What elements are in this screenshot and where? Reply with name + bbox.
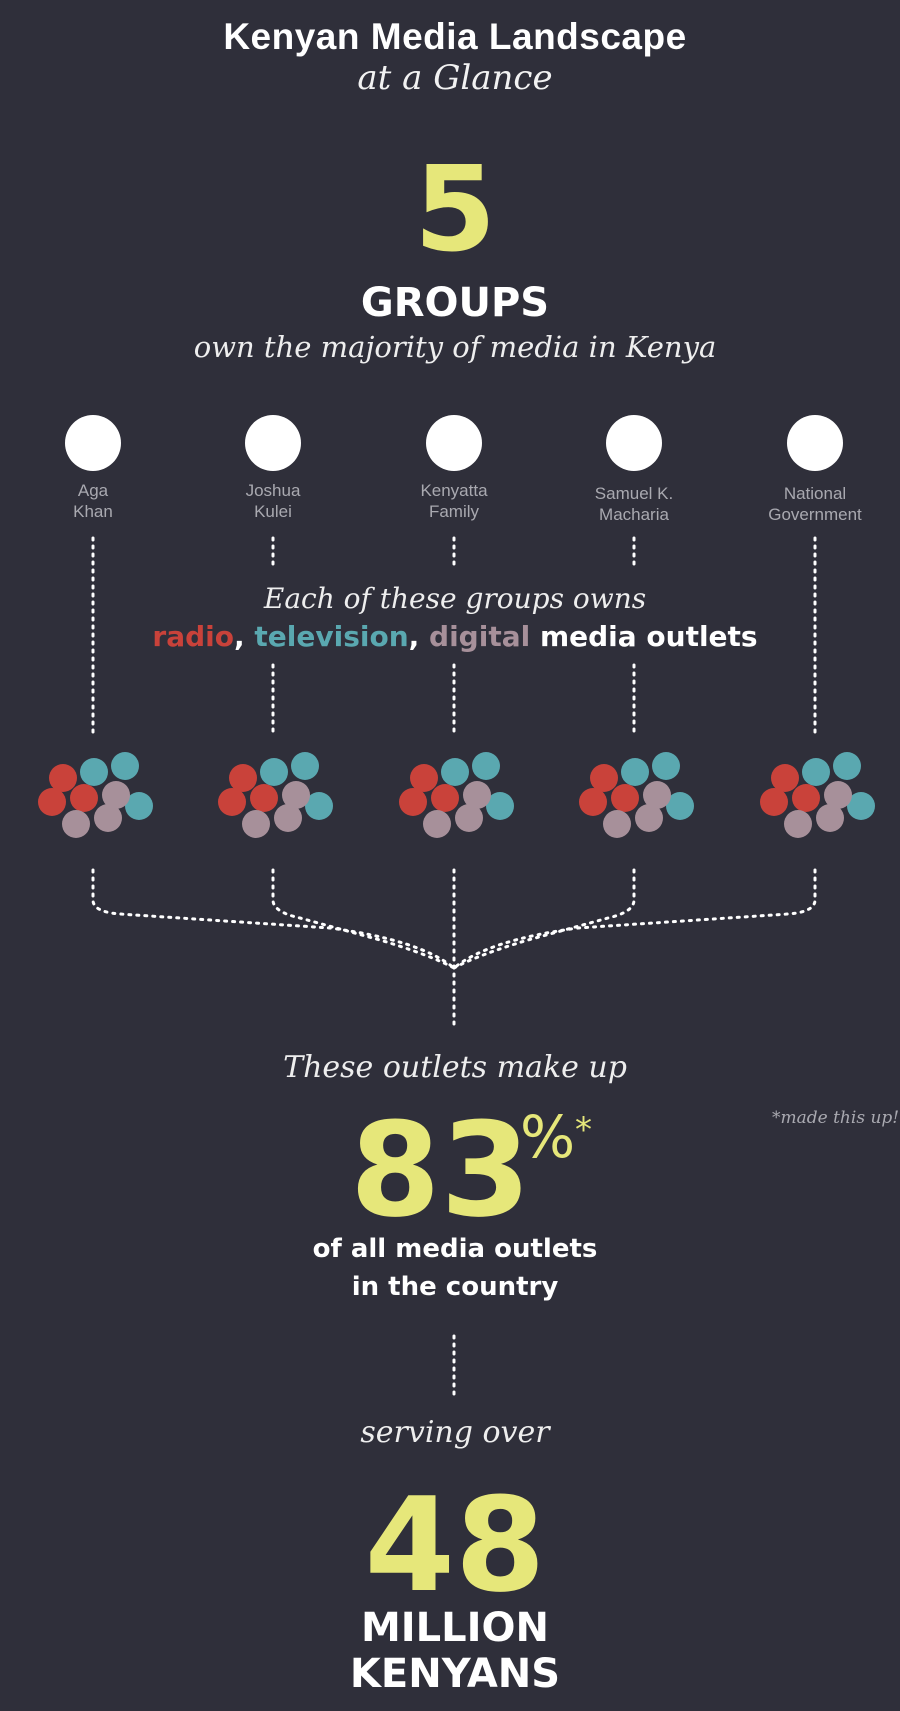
owner-name-line2: Khan <box>73 502 113 521</box>
radio-outlet-dot <box>229 764 257 792</box>
connector-line <box>91 868 456 970</box>
digital-outlet-dot <box>643 781 671 809</box>
owner-avatar <box>65 415 121 471</box>
outlets-suffix: media outlets <box>530 620 758 653</box>
radio-outlet-dot <box>611 784 639 812</box>
share-number: 83 <box>350 1094 531 1246</box>
owner-name-line1: Aga <box>77 481 109 500</box>
owner-name-line1: Samuel K. <box>594 484 674 503</box>
groups-count: 5 <box>413 140 497 278</box>
radio-outlet-dot <box>410 764 438 792</box>
share-asterisk: * <box>575 1110 592 1150</box>
television-outlet-dot <box>486 792 514 820</box>
television-outlet-dot <box>472 752 500 780</box>
connector-line <box>452 868 636 970</box>
digital-outlet-dot <box>784 810 812 838</box>
owner-name-line1: Joshua <box>245 481 301 500</box>
television-outlet-dot <box>652 752 680 780</box>
television-outlet-dot <box>802 758 830 786</box>
digital-outlet-dot <box>94 804 122 832</box>
owner-name-line2: Kulei <box>254 502 292 521</box>
connector-line <box>271 868 456 970</box>
radio-outlet-dot <box>760 788 788 816</box>
page-title: Kenyan Media Landscape <box>223 16 687 57</box>
owner-name-line2: Family <box>428 502 480 521</box>
digital-outlet-dot <box>282 781 310 809</box>
share-percent-sign: % <box>520 1103 576 1171</box>
share-intro: These outlets make up <box>283 1050 627 1085</box>
television-outlet-dot <box>833 752 861 780</box>
television-label: television <box>254 620 409 653</box>
share-description: of all media outlets in the country <box>0 1230 900 1306</box>
television-outlet-dot <box>847 792 875 820</box>
owner-name: Samuel K. Macharia <box>554 483 714 525</box>
digital-label: digital <box>429 620 531 653</box>
television-outlet-dot <box>305 792 333 820</box>
owner-avatar <box>245 415 301 471</box>
radio-outlet-dot <box>431 784 459 812</box>
audience-number: 48 <box>364 1469 546 1621</box>
owner-name: Joshua Kulei <box>193 480 353 522</box>
audience-label-line2: KENYANS <box>349 1651 561 1697</box>
radio-outlet-dot <box>399 788 427 816</box>
radio-outlet-dot <box>70 784 98 812</box>
television-outlet-dot <box>80 758 108 786</box>
separator: , <box>234 620 255 653</box>
footnote: *made this up! <box>772 1108 900 1128</box>
television-outlet-dot <box>125 792 153 820</box>
radio-outlet-dot <box>250 784 278 812</box>
digital-outlet-dot <box>62 810 90 838</box>
television-outlet-dot <box>441 758 469 786</box>
owner-avatar <box>426 415 482 471</box>
digital-outlet-dot <box>102 781 130 809</box>
owner-avatar <box>606 415 662 471</box>
television-outlet-dot <box>291 752 319 780</box>
groups-label: GROUPS <box>360 280 550 326</box>
separator: , <box>408 620 430 653</box>
owner-name-line2: Macharia <box>599 505 669 524</box>
radio-outlet-dot <box>579 788 607 816</box>
digital-outlet-dot <box>455 804 483 832</box>
radio-outlet-dot <box>590 764 618 792</box>
television-outlet-dot <box>260 758 288 786</box>
radio-outlet-dot <box>38 788 66 816</box>
share-description-line2: in the country <box>351 1272 559 1302</box>
audience-intro: serving over <box>360 1415 550 1450</box>
outlets-note-line2: radio, television, digital media outlets <box>0 620 900 653</box>
owner-name-line1: National <box>783 484 847 503</box>
connector-line <box>452 868 817 970</box>
outlets-note-line1: Each of these groups owns <box>263 582 647 615</box>
digital-outlet-dot <box>242 810 270 838</box>
owner-name: National Government <box>735 483 895 525</box>
digital-outlet-dot <box>635 804 663 832</box>
digital-outlet-dot <box>463 781 491 809</box>
audience-label-line1: MILLION <box>360 1605 550 1651</box>
owner-name: Kenyatta Family <box>374 480 534 522</box>
radio-outlet-dot <box>792 784 820 812</box>
television-outlet-dot <box>666 792 694 820</box>
digital-outlet-dot <box>603 810 631 838</box>
owner-name-line2: Government <box>768 505 862 524</box>
radio-outlet-dot <box>218 788 246 816</box>
television-outlet-dot <box>111 752 139 780</box>
television-outlet-dot <box>621 758 649 786</box>
owner-name-line1: Kenyatta <box>420 481 488 500</box>
groups-description: own the majority of media in Kenya <box>193 330 717 364</box>
digital-outlet-dot <box>274 804 302 832</box>
radio-outlet-dot <box>771 764 799 792</box>
digital-outlet-dot <box>816 804 844 832</box>
radio-outlet-dot <box>49 764 77 792</box>
audience-label: MILLION KENYANS <box>0 1605 900 1697</box>
share-description-line1: of all media outlets <box>312 1234 598 1264</box>
radio-label: radio <box>152 620 234 653</box>
owner-name: Aga Khan <box>13 480 173 522</box>
page-subtitle: at a Glance <box>357 58 553 98</box>
digital-outlet-dot <box>824 781 852 809</box>
owner-avatar <box>787 415 843 471</box>
digital-outlet-dot <box>423 810 451 838</box>
